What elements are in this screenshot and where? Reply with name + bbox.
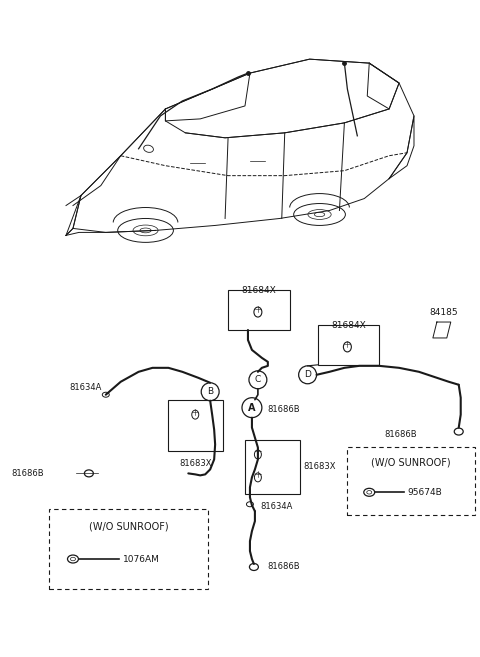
Text: 95674B: 95674B: [407, 487, 442, 497]
Text: 81634A: 81634A: [260, 502, 292, 510]
Text: B: B: [207, 387, 213, 396]
Bar: [245, 440, 300, 494]
Text: 1076AM: 1076AM: [123, 555, 159, 564]
Text: C: C: [255, 375, 261, 384]
Text: 81684X: 81684X: [241, 286, 276, 295]
Text: 81686B: 81686B: [384, 430, 417, 439]
Bar: [318, 325, 379, 365]
Text: 81686B: 81686B: [12, 469, 44, 478]
Text: 81684X: 81684X: [331, 321, 366, 330]
Text: 81686B: 81686B: [268, 562, 300, 572]
Text: 81683X: 81683X: [304, 462, 336, 471]
Text: D: D: [304, 371, 311, 379]
Text: A: A: [248, 403, 256, 413]
Text: 81683X: 81683X: [179, 459, 212, 468]
Text: 81634A: 81634A: [70, 383, 102, 392]
Text: (W/O SUNROOF): (W/O SUNROOF): [371, 457, 451, 467]
Text: (W/O SUNROOF): (W/O SUNROOF): [89, 521, 168, 531]
Text: 81686B: 81686B: [268, 405, 300, 414]
Bar: [228, 290, 290, 330]
Text: 84185: 84185: [430, 308, 458, 317]
Bar: [168, 399, 223, 451]
